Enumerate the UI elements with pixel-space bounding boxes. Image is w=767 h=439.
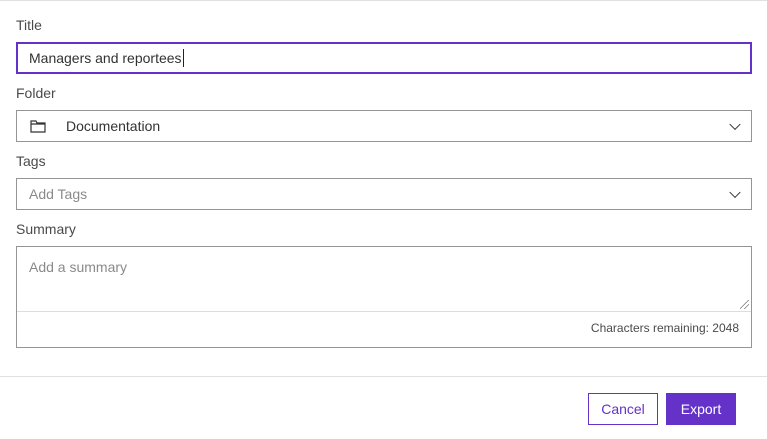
tags-label: Tags [16,153,46,169]
folder-select[interactable]: Documentation [16,110,752,142]
tags-placeholder: Add Tags [29,186,88,202]
footer-divider [0,376,767,377]
summary-textarea[interactable]: Add a summary [17,247,751,312]
summary-label: Summary [16,221,76,237]
tags-input[interactable]: Add Tags [16,178,752,210]
summary-placeholder: Add a summary [29,259,128,275]
summary-field: Add a summary Characters remaining: 2048 [16,246,752,348]
characters-remaining: Characters remaining: 2048 [590,321,739,335]
folder-icon [30,120,46,133]
resize-handle-icon[interactable] [740,300,749,309]
cancel-button[interactable]: Cancel [588,393,658,425]
title-label: Title [16,17,42,33]
folder-label: Folder [16,85,56,101]
folder-value: Documentation [66,118,161,134]
chevron-down-icon [729,118,741,131]
export-button[interactable]: Export [666,393,736,425]
title-value: Managers and reportees [29,50,182,66]
text-cursor [182,49,184,67]
chevron-down-icon [729,186,741,199]
title-input[interactable]: Managers and reportees [16,42,752,74]
